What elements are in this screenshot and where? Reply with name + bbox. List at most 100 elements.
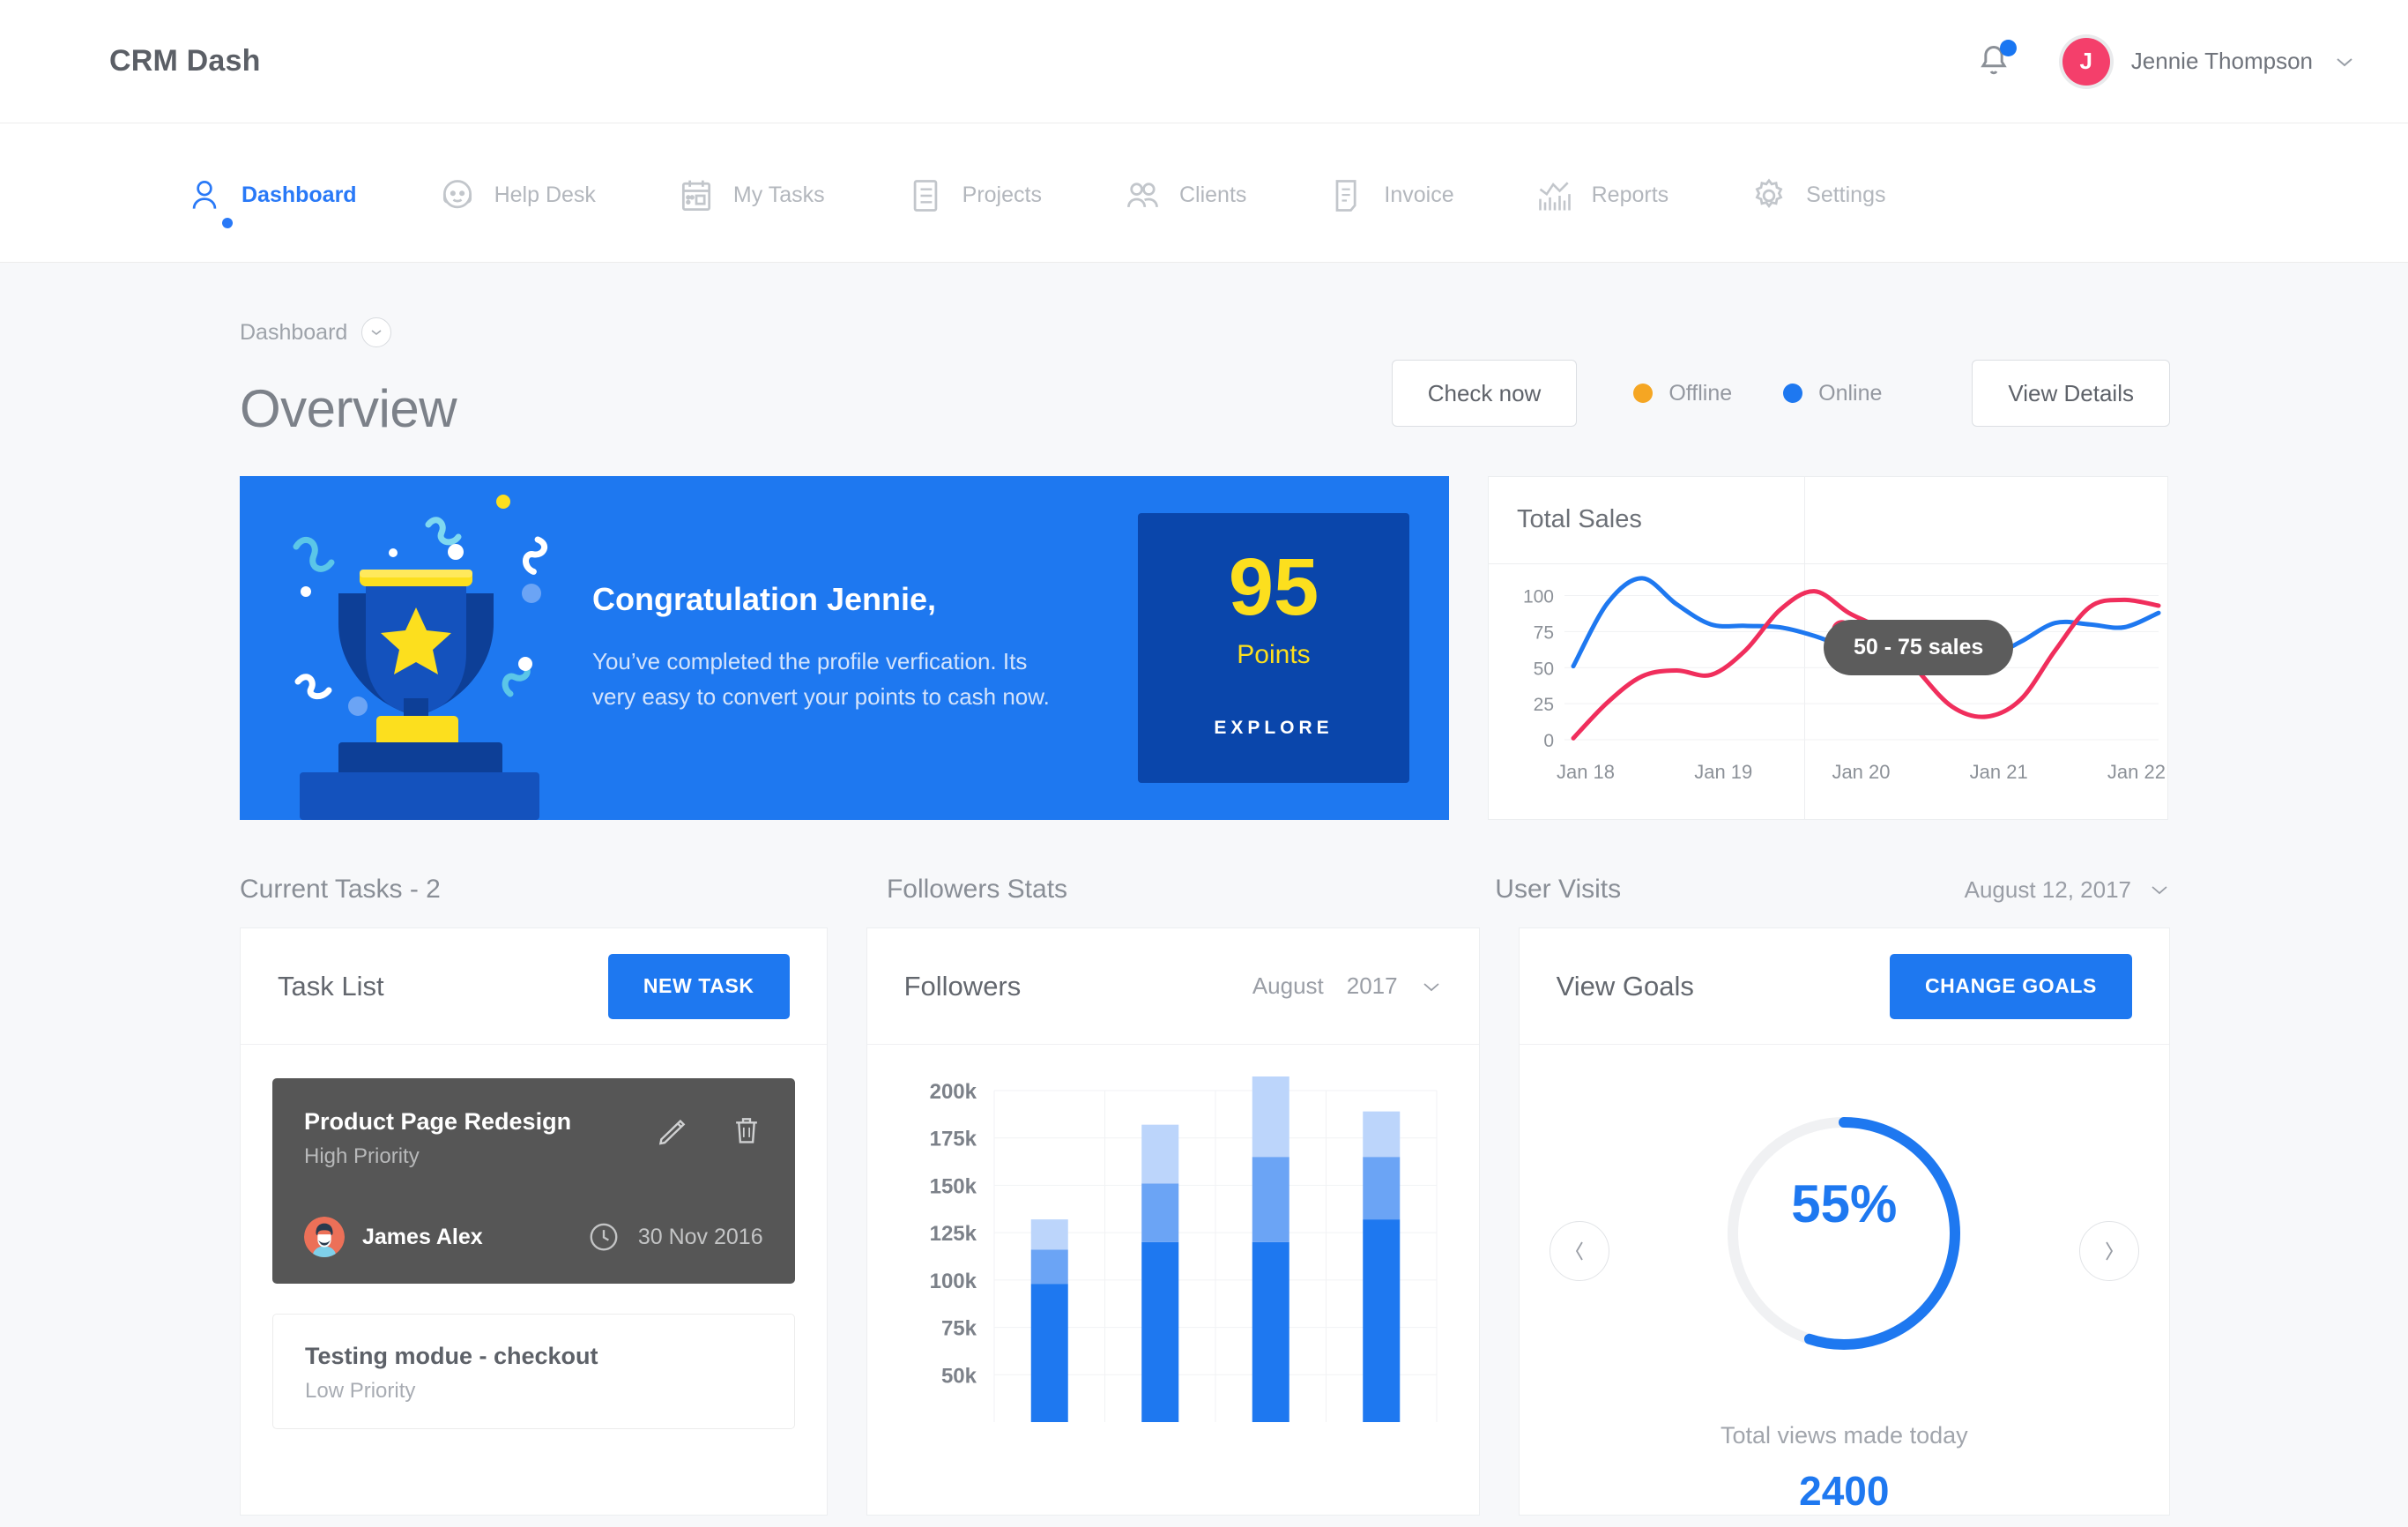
nav-label: Settings — [1806, 182, 1886, 207]
visits-label: Total views made today — [1720, 1422, 1968, 1449]
goal-percent: 55% — [1791, 1174, 1898, 1233]
app-brand: CRM Dash — [109, 44, 261, 78]
prev-goal-button[interactable] — [1549, 1221, 1609, 1281]
people-icon — [1127, 182, 1158, 207]
nav-item-dashboard[interactable]: Dashboard — [185, 123, 357, 262]
task-list-body: Product Page Redesign High Priority — [241, 1045, 827, 1429]
goal-gauge — [1728, 1117, 1961, 1350]
chevron-down-icon — [2337, 57, 2352, 66]
user-menu[interactable]: J Jennie Thompson — [2062, 37, 2355, 86]
nav-item-help-desk[interactable]: Help Desk — [438, 123, 596, 262]
view-goals-card: View Goals CHANGE GOALS 55% Total views … — [1518, 927, 2170, 1516]
points-label: Points — [1237, 640, 1311, 669]
task-date-text: 30 Nov 2016 — [637, 1224, 763, 1249]
svg-text:50k: 50k — [941, 1364, 977, 1388]
explore-button[interactable]: EXPLORE — [1214, 718, 1334, 738]
nav-label: Projects — [962, 182, 1042, 207]
status-dot-online — [1783, 384, 1803, 403]
svg-text:200k: 200k — [929, 1080, 977, 1104]
total-sales-chart: 0 25 50 75 100 Jan 18 Jan 19 Jan 20 Jan 21 Jan 22 — [1523, 576, 2166, 783]
notification-badge — [1999, 39, 2017, 56]
nav-label: My Tasks — [732, 182, 825, 207]
next-goal-button[interactable] — [2079, 1221, 2139, 1281]
svg-text:175k: 175k — [929, 1128, 977, 1151]
headset-icon — [442, 179, 472, 208]
user-visits-date-selector[interactable]: August 12, 2017 — [1965, 876, 2170, 904]
task-item[interactable]: Testing modue - checkout Low Priority — [272, 1314, 795, 1429]
nav-label: Clients — [1178, 182, 1247, 207]
section-title-followers-stats: Followers Stats — [886, 875, 1068, 904]
followers-header: Followers August 2017 — [866, 928, 1479, 1045]
congratulation-banner: Congratulation Jennie, You’ve completed … — [240, 476, 1449, 820]
points-card[interactable]: 95 Points EXPLORE — [1138, 513, 1409, 783]
check-now-button[interactable]: Check now — [1391, 360, 1578, 427]
pencil-icon[interactable] — [656, 1114, 689, 1147]
task-list-card: Task List NEW TASK Product Page Redesign… — [240, 927, 828, 1516]
breadcrumb-dropdown-button[interactable] — [361, 317, 392, 347]
breadcrumb: Dashboard — [240, 263, 2170, 347]
list-icon — [913, 179, 937, 212]
legend-label: Offline — [1669, 380, 1733, 406]
bell-icon — [1981, 45, 2007, 74]
chart-tooltip: 50 - 75 sales — [1824, 620, 2014, 675]
breadcrumb-label[interactable]: Dashboard — [240, 319, 348, 345]
svg-text:50: 50 — [1534, 659, 1554, 679]
nav-item-reports[interactable]: Reports — [1535, 123, 1669, 262]
task-assignee: James Alex — [304, 1217, 483, 1257]
svg-text:Jan 18: Jan 18 — [1557, 761, 1615, 783]
followers-card: Followers August 2017 50k 75k 100k 125k 150k… — [866, 927, 1480, 1516]
chevron-left-icon — [1575, 1241, 1583, 1261]
page-title-row: Overview Check now Offline Online View D… — [240, 360, 2170, 439]
svg-text:Jan 19: Jan 19 — [1694, 761, 1752, 783]
status-legend: Offline Online — [1633, 381, 1915, 406]
svg-text:0: 0 — [1543, 731, 1554, 751]
nav-item-settings[interactable]: Settings — [1750, 123, 1886, 262]
divider-vertical — [1804, 477, 1805, 819]
task-user-name: James Alex — [362, 1224, 483, 1249]
nav-label: Help Desk — [494, 182, 596, 207]
svg-text:25: 25 — [1534, 695, 1554, 715]
section-title-user-visits: User Visits — [1495, 875, 1622, 904]
overview-row: Congratulation Jennie, You’ve completed … — [240, 476, 2170, 820]
nav-item-projects[interactable]: Projects — [906, 123, 1042, 262]
trash-icon[interactable] — [730, 1114, 763, 1147]
banner-heading: Congratulation Jennie, — [592, 581, 937, 618]
user-icon — [192, 180, 217, 209]
followers-month-selector[interactable]: August 2017 — [1252, 972, 1442, 1000]
page-content: Dashboard Overview Check now Offline Onl… — [0, 263, 2408, 1516]
dashboard-cards-row: Task List NEW TASK Product Page Redesign… — [240, 927, 2170, 1516]
notifications-button[interactable] — [1974, 39, 2017, 82]
avatar — [304, 1217, 345, 1257]
followers-bar-chart: 50k 75k 100k 125k 150k 175k 200k — [929, 1068, 1438, 1422]
goal-gauge-wrap: 55% — [1520, 1045, 2169, 1422]
chevron-down-icon — [1423, 982, 1439, 991]
total-sales-card: Total Sales 0 25 50 75 100 Jan 18 Jan 19 Jan 20… — [1488, 476, 2168, 820]
view-goals-header: View Goals CHANGE GOALS — [1519, 928, 2169, 1045]
nav-item-invoice[interactable]: Invoice — [1327, 123, 1454, 262]
svg-text:Jan 21: Jan 21 — [1970, 761, 2028, 783]
svg-text:Jan 20: Jan 20 — [1832, 761, 1890, 783]
view-details-button[interactable]: View Details — [1972, 360, 2170, 427]
change-goals-button[interactable]: CHANGE GOALS — [1889, 953, 2132, 1019]
main-navigation: Dashboard Help Desk My Tasks Projects Cl… — [0, 123, 2408, 263]
new-task-button[interactable]: NEW TASK — [607, 953, 790, 1019]
svg-text:100: 100 — [1523, 587, 1554, 607]
points-value: 95 — [1228, 542, 1319, 632]
total-sales-title: Total Sales — [1517, 505, 1642, 533]
gear-icon — [1755, 178, 1783, 208]
trophy-illustration — [240, 476, 592, 820]
svg-text:150k: 150k — [929, 1174, 977, 1198]
task-item-selected[interactable]: Product Page Redesign High Priority — [272, 1078, 795, 1284]
task-info: Product Page Redesign High Priority — [304, 1108, 571, 1169]
nav-item-clients[interactable]: Clients — [1123, 123, 1246, 262]
chevron-down-icon — [371, 330, 382, 336]
task-list-header: Task List NEW TASK — [241, 928, 827, 1045]
view-goals-title: View Goals — [1556, 970, 1694, 1002]
calendar-icon — [681, 180, 710, 211]
nav-item-my-tasks[interactable]: My Tasks — [677, 123, 825, 262]
legend-item-online: Online — [1783, 381, 1882, 406]
chevron-right-icon — [2106, 1241, 2114, 1261]
nav-label: Dashboard — [242, 182, 357, 207]
visits-footer: Total views made today 2400 — [1520, 1422, 2169, 1515]
svg-text:75: 75 — [1534, 622, 1554, 643]
